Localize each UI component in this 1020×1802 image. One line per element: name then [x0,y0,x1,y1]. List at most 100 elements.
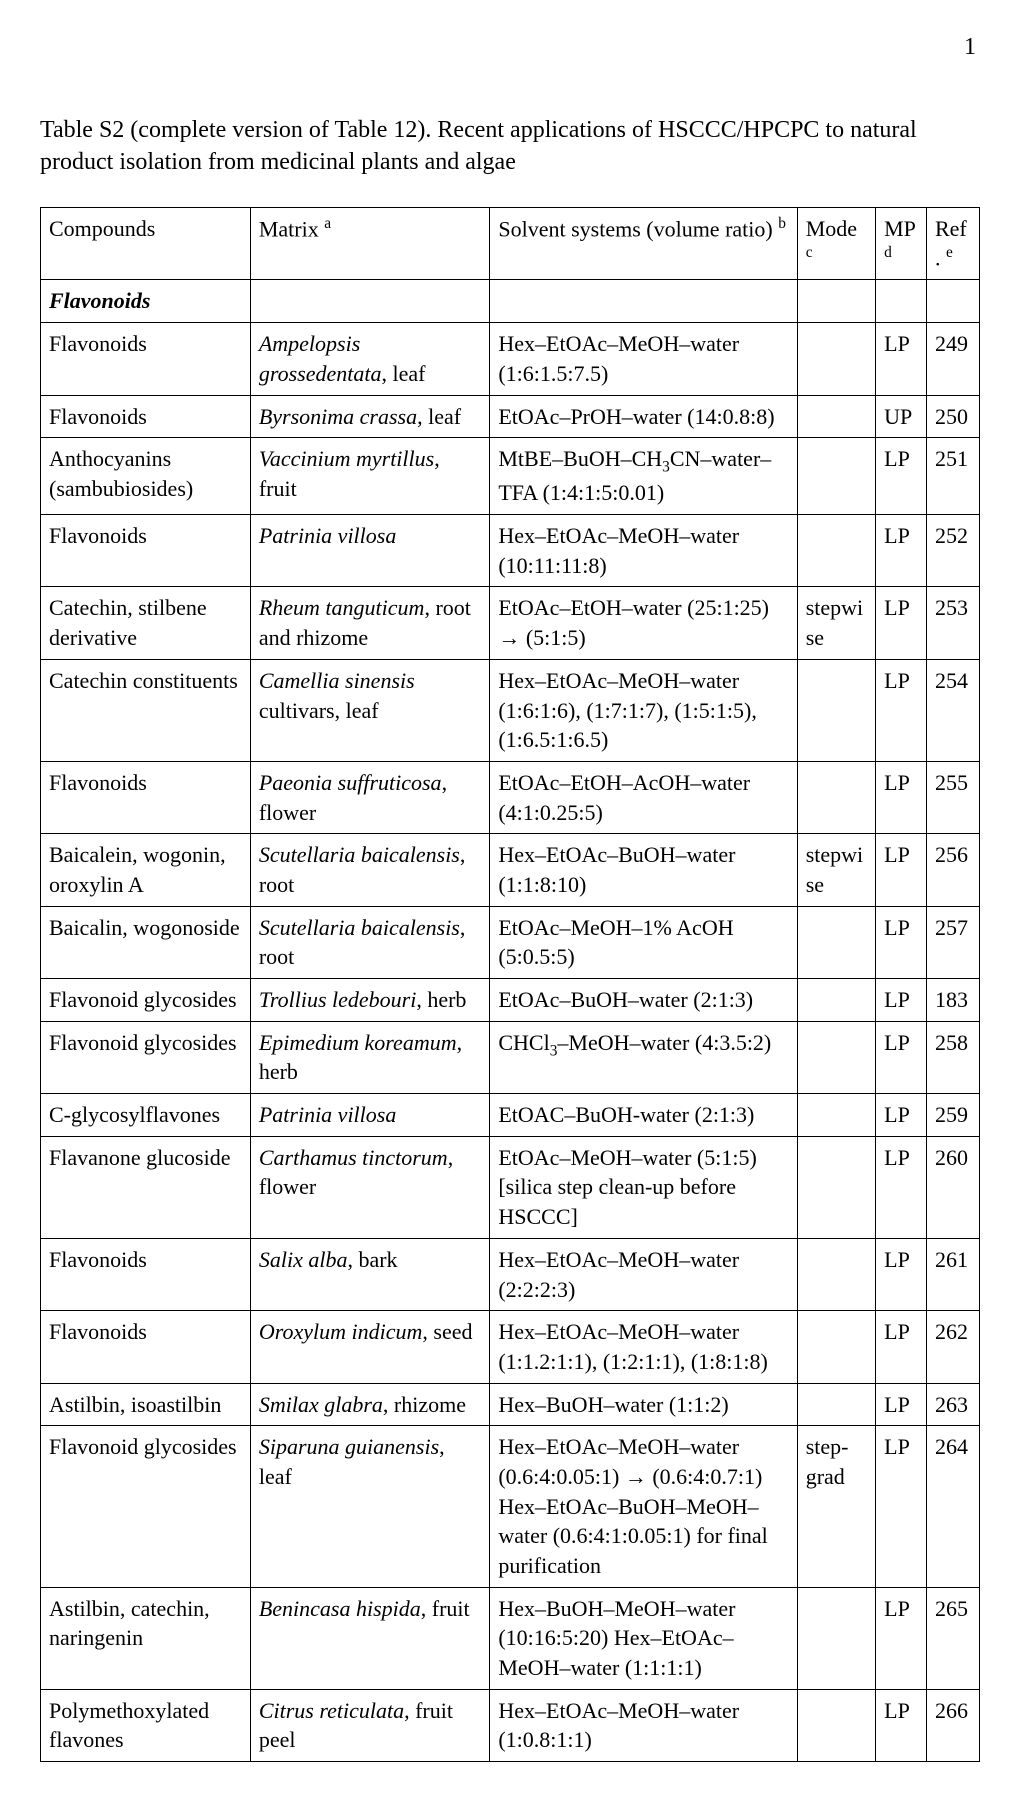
cell-mp: LP [876,1587,927,1689]
col-solvent: Solvent systems (volume ratio) b [490,207,797,280]
data-table: Compounds Matrix a Solvent systems (volu… [40,207,980,1762]
table-row: Baicalein, wogonin, oroxylin AScutellari… [41,834,980,906]
cell-compound: Catechin, stilbene derivative [41,587,251,659]
cell-mode [797,1238,875,1310]
table-row: FlavonoidsAmpelopsis grossedentata, leaf… [41,323,980,395]
cell-ref: 264 [926,1426,979,1587]
table-header-row: Compounds Matrix a Solvent systems (volu… [41,207,980,280]
cell-solvent: CHCl3–MeOH–water (4:3.5:2) [490,1021,797,1093]
page-number: 1 [964,34,976,61]
cell-ref: 265 [926,1587,979,1689]
cell-compound: Catechin constituents [41,659,251,761]
cell-matrix: Scutellaria baicalensis, root [250,834,490,906]
col-matrix: Matrix a [250,207,490,280]
table-row: C-glycosylflavonesPatrinia villosaEtOAC–… [41,1094,980,1137]
cell-matrix: Rheum tanguticum, root and rhizome [250,587,490,659]
cell-compound: Baicalin, wogonoside [41,906,251,978]
cell-solvent: Hex–EtOAc–BuOH–water (1:1:8:10) [490,834,797,906]
cell-solvent: EtOAc–EtOH–AcOH–water (4:1:0.25:5) [490,761,797,833]
page: 1 Table S2 (complete version of Table 12… [0,0,1020,1802]
col-mode: Mode c [797,207,875,280]
cell-mode [797,438,875,515]
table-row: Polymethoxylated flavonesCitrus reticula… [41,1689,980,1761]
cell-ref: 260 [926,1136,979,1238]
cell-mp: UP [876,395,927,438]
cell-mode [797,979,875,1022]
cell-mp: LP [876,1238,927,1310]
cell-mp: LP [876,1311,927,1383]
table-row: Baicalin, wogonosideScutellaria baicalen… [41,906,980,978]
cell-mode: step-grad [797,1426,875,1587]
cell-ref: 259 [926,1094,979,1137]
cell-mp: LP [876,659,927,761]
cell-mode [797,1383,875,1426]
cell-matrix: Carthamus tinctorum, flower [250,1136,490,1238]
table-row: Astilbin, catechin, naringeninBenincasa … [41,1587,980,1689]
cell-matrix: Siparuna guianensis, leaf [250,1426,490,1587]
cell-mode [797,1021,875,1093]
table-row: FlavonoidsSalix alba, barkHex–EtOAc–MeOH… [41,1238,980,1310]
cell-ref: 258 [926,1021,979,1093]
cell-compound: Flavonoids [41,1311,251,1383]
cell-mp: LP [876,906,927,978]
cell-compound: Astilbin, catechin, naringenin [41,1587,251,1689]
table-row: FlavonoidsOroxylum indicum, seedHex–EtOA… [41,1311,980,1383]
table-row: Flavonoid glycosidesSiparuna guianensis,… [41,1426,980,1587]
cell-solvent: EtOAC–BuOH-water (2:1:3) [490,1094,797,1137]
cell-matrix: Trollius ledebouri, herb [250,979,490,1022]
cell-matrix: Benincasa hispida, fruit [250,1587,490,1689]
cell-mp: LP [876,761,927,833]
table-row: FlavonoidsPaeonia suffruticosa, flowerEt… [41,761,980,833]
cell-solvent: EtOAc–PrOH–water (14:0.8:8) [490,395,797,438]
cell-ref: 256 [926,834,979,906]
cell-matrix: Oroxylum indicum, seed [250,1311,490,1383]
cell-solvent: Hex–EtOAc–MeOH–water (1:0.8:1:1) [490,1689,797,1761]
cell-solvent: Hex–BuOH–MeOH–water (10:16:5:20) Hex–EtO… [490,1587,797,1689]
cell-matrix: Vaccinium myrtillus, fruit [250,438,490,515]
cell-mode [797,906,875,978]
cell-mp: LP [876,1094,927,1137]
cell-mode [797,1094,875,1137]
cell-mode [797,395,875,438]
cell-compound: Flavonoid glycosides [41,1021,251,1093]
cell-solvent: EtOAc–BuOH–water (2:1:3) [490,979,797,1022]
cell-compound: Flavonoids [41,515,251,587]
cell-mp: LP [876,323,927,395]
cell-mode [797,1587,875,1689]
col-mp: MP d [876,207,927,280]
cell-ref: 263 [926,1383,979,1426]
cell-matrix: Byrsonima crassa, leaf [250,395,490,438]
cell-ref: 253 [926,587,979,659]
cell-compound: Flavonoids [41,761,251,833]
cell-matrix: Scutellaria baicalensis, root [250,906,490,978]
table-row: FlavonoidsPatrinia villosaHex–EtOAc–MeOH… [41,515,980,587]
cell-ref: 255 [926,761,979,833]
cell-ref: 261 [926,1238,979,1310]
cell-matrix: Paeonia suffruticosa, flower [250,761,490,833]
cell-mode [797,1311,875,1383]
cell-mode [797,761,875,833]
cell-mp: LP [876,1383,927,1426]
cell-solvent: EtOAc–MeOH–1% AcOH (5:0.5:5) [490,906,797,978]
cell-solvent: MtBE–BuOH–CH3CN–water–TFA (1:4:1:5:0.01) [490,438,797,515]
cell-solvent: Hex–EtOAc–MeOH–water (1:6:1.5:7.5) [490,323,797,395]
cell-solvent: Hex–BuOH–water (1:1:2) [490,1383,797,1426]
table-row: Flavonoid glycosidesEpimedium koreamum, … [41,1021,980,1093]
cell-solvent: Hex–EtOAc–MeOH–water (2:2:2:3) [490,1238,797,1310]
cell-compound: Polymethoxylated flavones [41,1689,251,1761]
table-row: Anthocyanins (sambubiosides)Vaccinium my… [41,438,980,515]
cell-ref: 183 [926,979,979,1022]
cell-ref: 257 [926,906,979,978]
cell-compound: Flavonoids [41,323,251,395]
cell-compound: Flavanone glucoside [41,1136,251,1238]
cell-compound: Flavonoids [41,395,251,438]
cell-mode [797,323,875,395]
cell-ref: 254 [926,659,979,761]
cell-mp: LP [876,1689,927,1761]
cell-solvent: Hex–EtOAc–MeOH–water (1:1.2:1:1), (1:2:1… [490,1311,797,1383]
cell-solvent: Hex–EtOAc–MeOH–water (0.6:4:0.05:1) → (0… [490,1426,797,1587]
cell-mp: LP [876,1136,927,1238]
cell-matrix: Epimedium koreamum, herb [250,1021,490,1093]
cell-ref: 262 [926,1311,979,1383]
cell-solvent: Hex–EtOAc–MeOH–water (10:11:11:8) [490,515,797,587]
